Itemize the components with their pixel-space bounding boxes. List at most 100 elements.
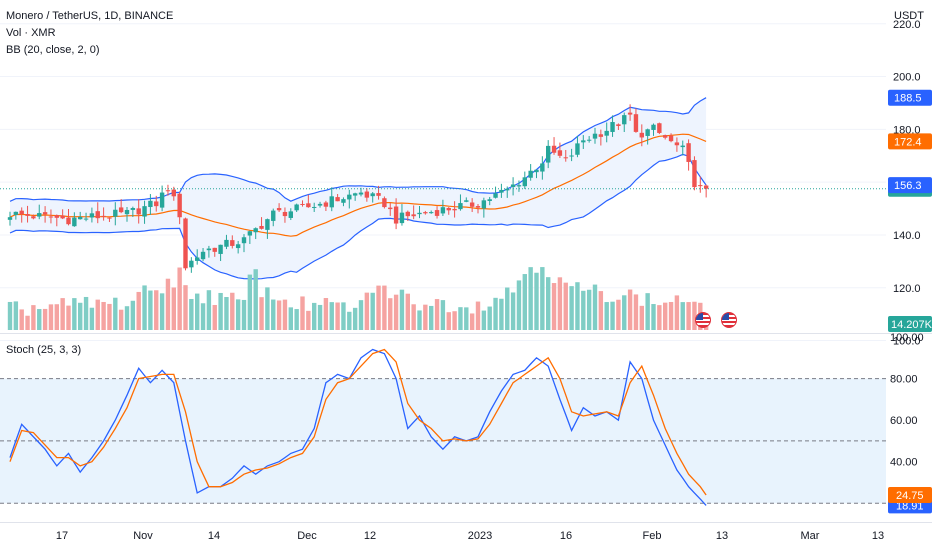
candle-body[interactable] (31, 216, 36, 219)
candle-body[interactable] (347, 194, 352, 200)
candle-body[interactable] (183, 218, 188, 269)
candle-body[interactable] (364, 191, 370, 198)
candle-body[interactable] (703, 185, 709, 189)
volume-bar[interactable] (154, 290, 159, 330)
candle-body[interactable] (54, 215, 59, 218)
volume-bar[interactable] (516, 280, 522, 330)
candle-body[interactable] (42, 212, 48, 215)
volume-bar[interactable] (569, 286, 574, 330)
candle-body[interactable] (66, 217, 71, 225)
candle-body[interactable] (48, 216, 54, 218)
candle-body[interactable] (95, 211, 100, 219)
candle-body[interactable] (171, 189, 176, 197)
bb-lower-line[interactable] (9, 153, 707, 280)
candle-body[interactable] (680, 145, 685, 148)
candle-body[interactable] (253, 228, 258, 233)
candle-body[interactable] (399, 212, 405, 224)
volume-bar[interactable] (101, 301, 106, 330)
candle-body[interactable] (522, 177, 527, 187)
volume-bar[interactable] (370, 292, 375, 330)
volume-bar[interactable] (598, 291, 604, 330)
volume-bar[interactable] (575, 282, 580, 330)
volume-bar[interactable] (323, 298, 329, 330)
volume-bar[interactable] (253, 269, 258, 330)
volume-bar[interactable] (83, 296, 89, 330)
candle-body[interactable] (423, 212, 428, 214)
volume-bar[interactable] (148, 290, 153, 330)
candle-body[interactable] (487, 199, 492, 202)
candle-body[interactable] (382, 198, 387, 208)
volume-bar[interactable] (429, 305, 434, 330)
volume-bar[interactable] (288, 307, 293, 330)
candle-body[interactable] (218, 244, 223, 254)
volume-bar[interactable] (60, 298, 65, 330)
stoch-k-line[interactable] (9, 348, 707, 506)
candle-body[interactable] (200, 251, 206, 260)
volume-bar[interactable] (610, 301, 615, 330)
volume-bar[interactable] (107, 303, 112, 330)
candle-body[interactable] (276, 208, 282, 211)
volume-bar[interactable] (446, 312, 451, 330)
volume-bar[interactable] (13, 301, 19, 330)
volume-bar[interactable] (124, 306, 130, 330)
candle-body[interactable] (440, 207, 446, 214)
volume-bar[interactable] (130, 300, 136, 330)
volume-bar[interactable] (95, 299, 100, 330)
candle-body[interactable] (195, 257, 200, 261)
stoch-d-line[interactable] (9, 348, 707, 496)
volume-bar[interactable] (48, 304, 54, 330)
candle-body[interactable] (429, 212, 434, 214)
candle-body[interactable] (370, 193, 375, 197)
volume-bar[interactable] (458, 307, 463, 330)
candle-body[interactable] (434, 210, 440, 216)
candle-body[interactable] (405, 211, 410, 217)
volume-bar[interactable] (276, 300, 282, 330)
volume-bar[interactable] (189, 298, 194, 330)
candle-body[interactable] (481, 200, 487, 209)
volume-bar[interactable] (417, 310, 422, 330)
candle-body[interactable] (540, 163, 545, 172)
volume-bar[interactable] (434, 299, 440, 330)
candle-body[interactable] (37, 213, 42, 217)
candle-body[interactable] (83, 218, 89, 220)
volume-bar[interactable] (668, 301, 674, 330)
volume-bar[interactable] (563, 282, 568, 330)
candle-body[interactable] (686, 143, 691, 162)
volume-bar[interactable] (663, 302, 668, 330)
candle-body[interactable] (575, 143, 580, 155)
volume-bar[interactable] (464, 307, 469, 330)
candle-body[interactable] (288, 211, 293, 218)
volume-bar[interactable] (680, 302, 685, 330)
candle-body[interactable] (464, 200, 469, 202)
candle-body[interactable] (499, 189, 504, 193)
candle-body[interactable] (446, 207, 451, 211)
volume-bar[interactable] (557, 277, 563, 330)
volume-bar[interactable] (218, 292, 223, 330)
candle-body[interactable] (551, 145, 557, 153)
candle-body[interactable] (586, 139, 592, 141)
volume-bar[interactable] (505, 287, 510, 330)
volume-bar[interactable] (633, 294, 639, 330)
candle-body[interactable] (393, 206, 399, 224)
volume-bar[interactable] (364, 292, 370, 330)
candle-body[interactable] (388, 207, 393, 210)
candle-body[interactable] (306, 203, 311, 208)
volume-bar[interactable] (604, 302, 609, 330)
volume-bar[interactable] (241, 299, 247, 330)
candle-body[interactable] (317, 203, 323, 206)
bb-basis-line[interactable] (9, 133, 707, 237)
volume-bar[interactable] (54, 304, 59, 330)
volume-bar[interactable] (306, 310, 311, 330)
volume-bar[interactable] (300, 296, 305, 330)
candle-body[interactable] (235, 244, 241, 249)
volume-bar[interactable] (657, 305, 662, 330)
volume-bar[interactable] (528, 267, 533, 330)
volume-bar[interactable] (177, 267, 182, 330)
candle-body[interactable] (627, 112, 633, 115)
candle-body[interactable] (674, 142, 680, 146)
candle-body[interactable] (247, 231, 253, 236)
volume-bar[interactable] (452, 311, 457, 330)
candle-body[interactable] (159, 192, 165, 208)
volume-bar[interactable] (230, 292, 235, 330)
volume-bar[interactable] (25, 315, 30, 330)
